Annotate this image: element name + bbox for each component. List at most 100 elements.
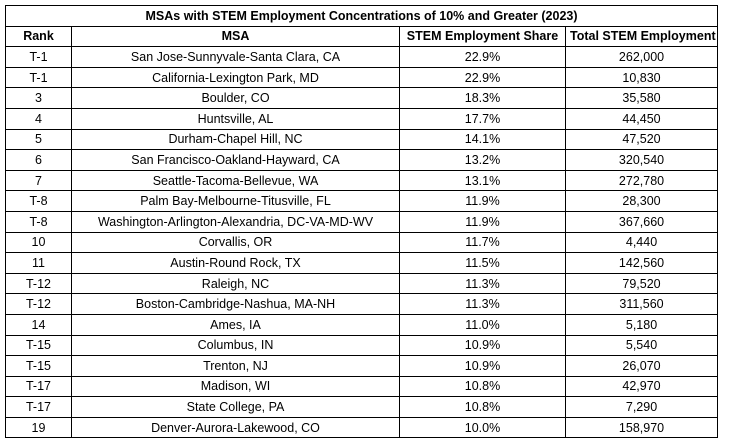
- stem-employment-table: MSAs with STEM Employment Concentrations…: [4, 5, 719, 438]
- table-row: T-17 Madison, WI 10.8% 42,970: [5, 375, 719, 398]
- header-stem-share: STEM Employment Share: [399, 25, 566, 48]
- msa-cell: Austin-Round Rock, TX: [71, 252, 400, 274]
- table-row: 6 San Francisco-Oakland-Hayward, CA 13.2% 3…: [5, 149, 719, 171]
- stem-share-cell: 10.9%: [399, 355, 566, 377]
- table-row: 5 Durham-Chapel Hill, NC 14.1% 47,520: [5, 128, 719, 151]
- stem-share-cell: 10.0%: [399, 416, 566, 438]
- table-header-row: Rank MSA STEM Employment Share Total STE…: [5, 25, 719, 48]
- rank-cell: T-1: [5, 46, 72, 68]
- table-body: T-1 San Jose-Sunnyvale-Santa Clara, CA 22.…: [5, 46, 719, 438]
- msa-cell: Boulder, CO: [71, 87, 400, 109]
- stem-share-cell: 13.2%: [399, 149, 566, 171]
- total-stem-cell: 26,070: [564, 355, 719, 377]
- stem-share-cell: 10.8%: [399, 396, 566, 418]
- stem-share-cell: 11.9%: [399, 190, 566, 212]
- stem-share-cell: 17.7%: [399, 107, 566, 130]
- total-stem-cell: 142,560: [564, 252, 719, 274]
- msa-cell: Washington-Arlington-Alexandria, DC-VA-M…: [71, 210, 400, 233]
- msa-cell: Huntsville, AL: [71, 107, 400, 130]
- header-rank: Rank: [5, 25, 72, 48]
- msa-cell: Raleigh, NC: [71, 272, 400, 295]
- table-row: T-17 State College, PA 10.8% 7,290: [5, 396, 719, 418]
- total-stem-cell: 367,660: [564, 210, 719, 233]
- table-row: T-8 Palm Bay-Melbourne-Titusville, FL 11.9…: [5, 190, 719, 212]
- table-row: 11 Austin-Round Rock, TX 11.5% 142,560: [5, 252, 719, 274]
- table-title-row: MSAs with STEM Employment Concentrations…: [4, 5, 719, 27]
- header-total-stem: Total STEM Employment: [564, 25, 719, 48]
- rank-cell: 14: [5, 313, 72, 336]
- rank-cell: 5: [5, 128, 72, 151]
- rank-cell: T-12: [5, 293, 72, 315]
- rank-cell: T-1: [5, 66, 72, 89]
- stem-share-cell: 11.5%: [399, 252, 566, 274]
- rank-cell: T-12: [5, 272, 72, 295]
- rank-cell: 3: [5, 87, 72, 109]
- table-row: T-1 San Jose-Sunnyvale-Santa Clara, CA 22.…: [5, 46, 719, 68]
- rank-cell: T-17: [5, 396, 72, 418]
- msa-cell: San Francisco-Oakland-Hayward, CA: [71, 149, 400, 171]
- stem-share-cell: 11.3%: [399, 272, 566, 295]
- rank-cell: 6: [5, 149, 72, 171]
- stem-share-cell: 22.9%: [399, 46, 566, 68]
- table-row: 14 Ames, IA 11.0% 5,180: [5, 313, 719, 336]
- total-stem-cell: 10,830: [564, 66, 719, 89]
- total-stem-cell: 272,780: [564, 169, 719, 192]
- stem-share-cell: 14.1%: [399, 128, 566, 151]
- total-stem-cell: 158,970: [564, 416, 719, 438]
- total-stem-cell: 42,970: [564, 375, 719, 398]
- total-stem-cell: 28,300: [564, 190, 719, 212]
- stem-employment-table-container: MSAs with STEM Employment Concentrations…: [4, 5, 719, 438]
- total-stem-cell: 79,520: [564, 272, 719, 295]
- msa-cell: State College, PA: [71, 396, 400, 418]
- table-row: T-15 Trenton, NJ 10.9% 26,070: [5, 355, 719, 377]
- msa-cell: California-Lexington Park, MD: [71, 66, 400, 89]
- total-stem-cell: 5,540: [564, 334, 719, 357]
- stem-share-cell: 18.3%: [399, 87, 566, 109]
- total-stem-cell: 47,520: [564, 128, 719, 151]
- msa-cell: Palm Bay-Melbourne-Titusville, FL: [71, 190, 400, 212]
- table-row: T-1 California-Lexington Park, MD 22.9% 10,…: [5, 66, 719, 89]
- msa-cell: Seattle-Tacoma-Bellevue, WA: [71, 169, 400, 192]
- rank-cell: 10: [5, 231, 72, 254]
- rank-cell: T-8: [5, 190, 72, 212]
- stem-share-cell: 11.3%: [399, 293, 566, 315]
- stem-share-cell: 11.0%: [399, 313, 566, 336]
- rank-cell: T-15: [5, 355, 72, 377]
- total-stem-cell: 5,180: [564, 313, 719, 336]
- total-stem-cell: 35,580: [564, 87, 719, 109]
- table-row: T-12 Raleigh, NC 11.3% 79,520: [5, 272, 719, 295]
- msa-cell: Corvallis, OR: [71, 231, 400, 254]
- table-row: 10 Corvallis, OR 11.7% 4,440: [5, 231, 719, 254]
- msa-cell: Madison, WI: [71, 375, 400, 398]
- table-row: T-12 Boston-Cambridge-Nashua, MA-NH 11.3% 3…: [5, 293, 719, 315]
- rank-cell: 7: [5, 169, 72, 192]
- table-row: 3 Boulder, CO 18.3% 35,580: [5, 87, 719, 109]
- msa-cell: Columbus, IN: [71, 334, 400, 357]
- rank-cell: T-8: [5, 210, 72, 233]
- rank-cell: T-15: [5, 334, 72, 357]
- total-stem-cell: 7,290: [564, 396, 719, 418]
- msa-cell: Ames, IA: [71, 313, 400, 336]
- rank-cell: 19: [5, 416, 72, 438]
- table-row: T-15 Columbus, IN 10.9% 5,540: [5, 334, 719, 357]
- rank-cell: T-17: [5, 375, 72, 398]
- stem-share-cell: 13.1%: [399, 169, 566, 192]
- stem-share-cell: 10.9%: [399, 334, 566, 357]
- msa-cell: Denver-Aurora-Lakewood, CO: [71, 416, 400, 438]
- total-stem-cell: 320,540: [564, 149, 719, 171]
- table-row: T-8 Washington-Arlington-Alexandria, DC-V…: [5, 210, 719, 233]
- table-title: MSAs with STEM Employment Concentrations…: [4, 5, 719, 27]
- stem-share-cell: 10.8%: [399, 375, 566, 398]
- header-msa: MSA: [71, 25, 400, 48]
- total-stem-cell: 4,440: [564, 231, 719, 254]
- stem-share-cell: 11.9%: [399, 210, 566, 233]
- total-stem-cell: 44,450: [564, 107, 719, 130]
- msa-cell: San Jose-Sunnyvale-Santa Clara, CA: [71, 46, 400, 68]
- table-row: 4 Huntsville, AL 17.7% 44,450: [5, 107, 719, 130]
- msa-cell: Boston-Cambridge-Nashua, MA-NH: [71, 293, 400, 315]
- stem-share-cell: 22.9%: [399, 66, 566, 89]
- total-stem-cell: 262,000: [564, 46, 719, 68]
- msa-cell: Durham-Chapel Hill, NC: [71, 128, 400, 151]
- stem-share-cell: 11.7%: [399, 231, 566, 254]
- total-stem-cell: 311,560: [564, 293, 719, 315]
